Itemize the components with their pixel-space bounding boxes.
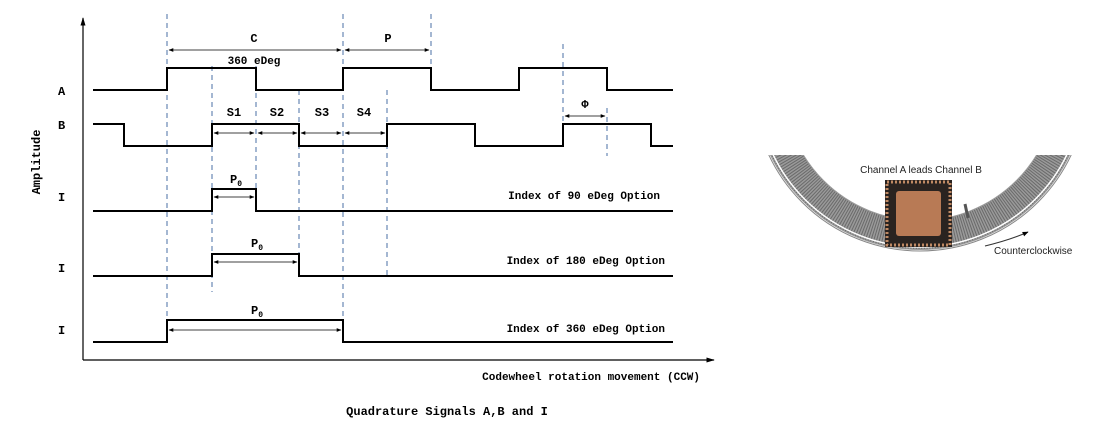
cycle-degrees-label: 360 eDeg — [228, 56, 281, 68]
signal-index-360 — [93, 319, 673, 343]
channel-caption: Channel A leads Channel B — [860, 165, 982, 176]
direction-arrow — [984, 231, 1029, 247]
signal-label-b: B — [58, 119, 65, 133]
p0-label-360: P0 — [251, 304, 263, 320]
phase-label: Φ — [581, 98, 589, 112]
index-option-360: Index of 360 eDeg Option — [507, 324, 665, 336]
signal-label-i3: I — [58, 324, 65, 338]
codewheel-illustration: Channel A leads Channel B Counterclockwi… — [768, 155, 1073, 257]
figure-title: Quadrature Signals A,B and I — [346, 405, 548, 419]
y-axis-label: Amplitude — [30, 130, 44, 195]
index-option-90: Index of 90 eDeg Option — [508, 191, 660, 203]
x-axis-label: Codewheel rotation movement (CCW) — [482, 372, 700, 384]
state-s4: S4 — [357, 106, 371, 120]
signal-index-90 — [93, 188, 673, 212]
cycle-label: C — [250, 32, 257, 46]
state-s3: S3 — [315, 106, 329, 120]
p0-label-180: P0 — [251, 237, 263, 253]
signal-label-i2: I — [58, 262, 65, 276]
signal-a — [93, 67, 673, 91]
encoder-chip — [885, 180, 952, 247]
signal-b — [93, 123, 673, 147]
signal-label-a: A — [58, 85, 66, 99]
state-s1: S1 — [227, 106, 241, 120]
direction-caption: Counterclockwise — [994, 246, 1073, 257]
signal-index-180 — [93, 253, 673, 277]
p0-label-90: P0 — [230, 173, 242, 189]
sensor-marker — [963, 203, 970, 219]
pulse-label: P — [384, 32, 391, 46]
index-option-180: Index of 180 eDeg Option — [507, 256, 665, 268]
signal-label-i1: I — [58, 191, 65, 205]
state-s2: S2 — [270, 106, 284, 120]
